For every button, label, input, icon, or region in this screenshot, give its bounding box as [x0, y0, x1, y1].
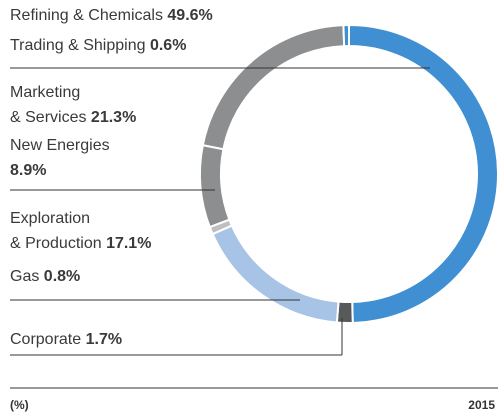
- value-label: 0.6%: [149, 37, 187, 54]
- donut-segment: [199, 143, 231, 229]
- donut-segment: [211, 224, 340, 324]
- value-label: 49.6%: [167, 7, 213, 24]
- year-label: 2015: [468, 398, 495, 412]
- segment-label: Marketing & Services 21.3%: [10, 80, 136, 130]
- donut-segment: [348, 23, 498, 324]
- category-name: Marketing & Services: [10, 84, 87, 126]
- value-label: 0.8%: [43, 268, 81, 285]
- segment-label: Trading & Shipping 0.6%: [10, 33, 186, 58]
- category-name: New Energies: [10, 137, 110, 154]
- category-name: Exploration & Production: [10, 210, 102, 252]
- unit-label: (%): [10, 398, 29, 412]
- segment-label: Exploration & Production 17.1%: [10, 206, 151, 256]
- value-label: 8.9%: [10, 162, 47, 179]
- category-name: Gas: [10, 268, 40, 285]
- segment-label: Gas 0.8%: [10, 264, 80, 289]
- value-label: 1.7%: [85, 331, 123, 348]
- value-label: 17.1%: [106, 235, 152, 252]
- value-label: 21.3%: [90, 109, 137, 126]
- category-name: Corporate: [10, 331, 82, 348]
- donut-segment: [201, 24, 346, 151]
- segment-label: Corporate 1.7%: [10, 327, 122, 352]
- segment-label: New Energies 8.9%: [10, 133, 110, 183]
- donut-segment: [342, 23, 350, 48]
- category-name: Refining & Chemicals: [10, 7, 163, 24]
- segment-label: Refining & Chemicals 49.6%: [10, 3, 213, 28]
- category-name: Trading & Shipping: [10, 37, 146, 54]
